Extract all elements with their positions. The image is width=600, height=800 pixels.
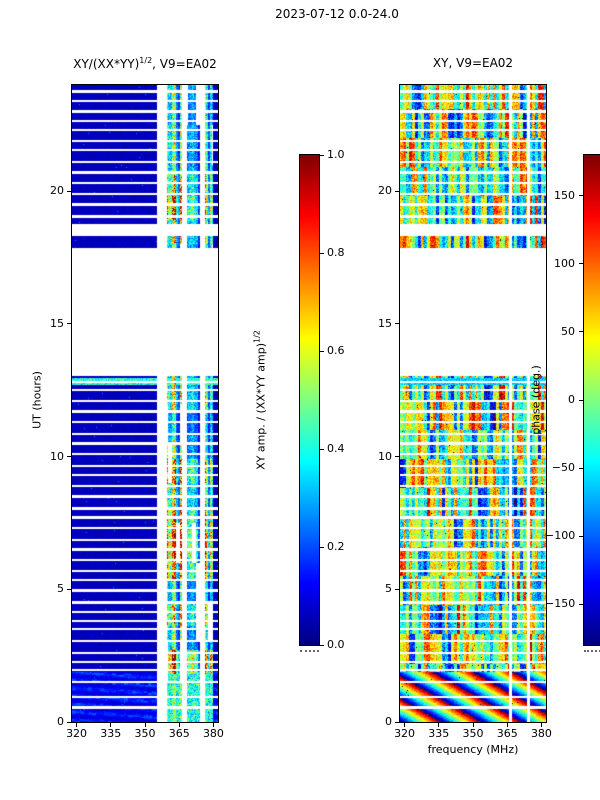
y-tick-label: 5	[385, 582, 392, 596]
amp-colorbar-label-sup: 1/2	[252, 330, 262, 343]
x-tick-label: 380	[530, 727, 552, 740]
colorbar-tick	[320, 644, 324, 646]
phase-plot	[399, 84, 547, 723]
y-tick-label: 15	[378, 316, 392, 330]
y-tick	[395, 323, 399, 325]
colorbar-tick-label: −100	[545, 529, 576, 543]
x-tick-label: 335	[100, 727, 122, 740]
y-tick-label: 0	[385, 715, 392, 728]
y-tick-label: 15	[50, 316, 64, 330]
colorbar-tick	[320, 448, 324, 450]
colorbar-tick-label: −150	[545, 597, 576, 611]
colorbar-tick-label: 150	[554, 188, 575, 202]
colorbar-tick	[320, 154, 324, 156]
colorbar-tick	[579, 195, 583, 197]
y-tick	[67, 323, 71, 325]
amp-colorbar-gradient	[300, 155, 319, 645]
x-tick-label: 350	[134, 727, 156, 740]
y-tick-label: 5	[57, 582, 64, 596]
x-tick	[438, 723, 440, 727]
y-tick-label: 0	[57, 715, 64, 728]
left-panel-title-base: XY/(XX*YY)	[73, 57, 140, 71]
phase-colorbar-gradient	[584, 155, 600, 645]
x-tick	[540, 723, 542, 727]
left-panel-title-sup: 1/2	[139, 56, 153, 65]
x-tick	[76, 723, 78, 727]
y-tick	[395, 588, 399, 590]
colorbar-tick-label: 50	[561, 324, 575, 338]
y-tick-label: 20	[378, 184, 392, 198]
x-tick	[144, 723, 146, 727]
y-tick	[67, 456, 71, 458]
y-axis-label: UT (hours)	[30, 371, 44, 429]
colorbar-tick-label: 0.6	[327, 344, 345, 357]
x-tick-label: 380	[202, 727, 224, 740]
colorbar-tick-label: 0.2	[327, 540, 345, 553]
colorbar-tick	[579, 603, 583, 605]
colorbar-tick	[320, 546, 324, 548]
colorbar-tick	[320, 350, 324, 352]
amp-colorbar-extension-marks	[300, 650, 319, 652]
y-tick	[67, 190, 71, 192]
amp-ratio-heatmap-canvas	[72, 85, 218, 722]
x-tick-label: 365	[168, 727, 190, 740]
left-panel-title-tail: , V9=EA02	[152, 57, 217, 71]
colorbar-tick	[579, 535, 583, 537]
colorbar-tick-label: 0.8	[327, 246, 345, 259]
colorbar-tick	[579, 399, 583, 401]
x-tick	[404, 723, 406, 727]
right-panel-title: XY, V9=EA02	[432, 56, 514, 70]
x-tick-label: 335	[428, 727, 450, 740]
x-tick-label: 350	[462, 727, 484, 740]
y-tick	[395, 721, 399, 723]
colorbar-tick	[579, 331, 583, 333]
colorbar-tick-label: 1.0	[327, 148, 345, 161]
colorbar-tick	[320, 252, 324, 254]
y-tick	[395, 456, 399, 458]
colorbar-tick	[579, 467, 583, 469]
amp-ratio-plot	[71, 84, 219, 723]
y-tick-label: 10	[378, 449, 392, 463]
colorbar-tick-label: 0.4	[327, 442, 345, 455]
y-tick-label: 10	[50, 449, 64, 463]
amp-colorbar-label-base: XY amp. / (XX*YY amp)	[254, 342, 268, 470]
x-axis-label: frequency (MHz)	[427, 743, 519, 756]
phase-colorbar	[583, 154, 600, 646]
colorbar-tick-label: 0.0	[327, 638, 345, 651]
x-tick-label: 320	[394, 727, 416, 740]
x-tick	[472, 723, 474, 727]
y-tick	[67, 588, 71, 590]
x-tick	[110, 723, 112, 727]
amp-colorbar-label: XY amp. / (XX*YY amp)1/2	[251, 330, 268, 470]
colorbar-tick-label: 100	[554, 256, 575, 270]
x-tick	[178, 723, 180, 727]
phase-colorbar-label: phase (deg.)	[529, 365, 543, 435]
phase-heatmap-canvas	[400, 85, 546, 722]
colorbar-tick-label: −50	[551, 461, 575, 475]
y-tick	[67, 721, 71, 723]
colorbar-tick-label: 0	[568, 393, 575, 406]
y-tick-label: 20	[50, 184, 64, 198]
left-panel-title: XY/(XX*YY)1/2, V9=EA02	[73, 56, 217, 71]
x-tick-label: 320	[66, 727, 88, 740]
y-tick	[395, 190, 399, 192]
x-tick-label: 365	[496, 727, 518, 740]
colorbar-tick	[579, 263, 583, 265]
x-tick	[506, 723, 508, 727]
amp-colorbar	[299, 154, 320, 646]
phase-colorbar-extension-marks	[584, 650, 600, 652]
x-tick	[212, 723, 214, 727]
figure-title: 2023-07-12 0.0-24.0	[275, 7, 399, 21]
